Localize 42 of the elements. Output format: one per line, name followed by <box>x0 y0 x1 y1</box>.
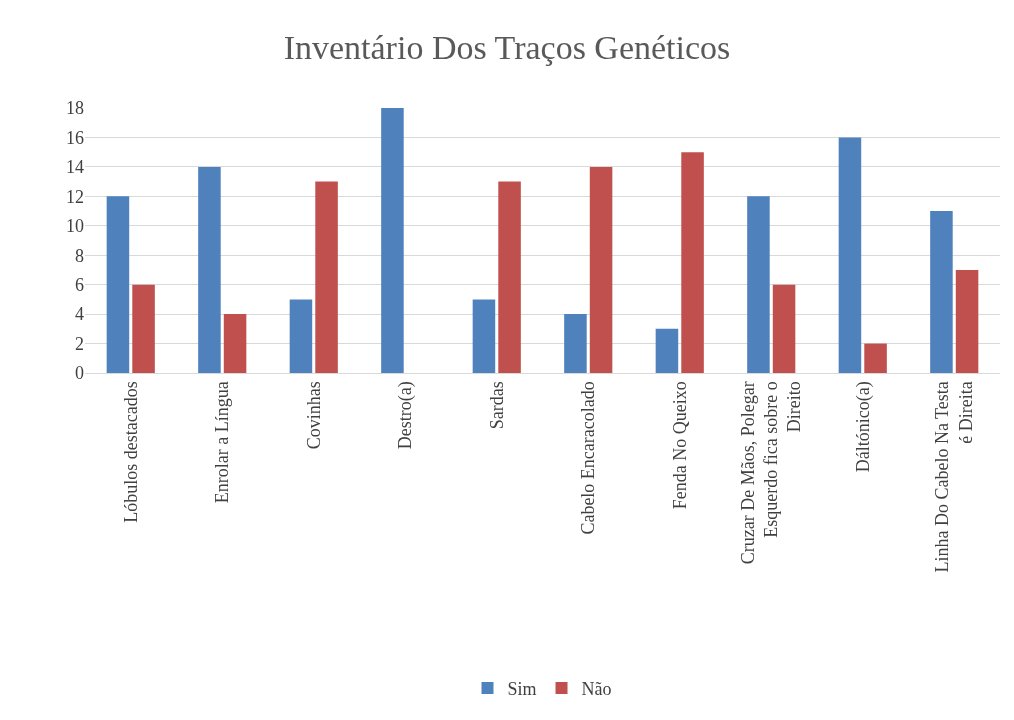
legend-label: Sim <box>507 679 537 700</box>
y-tick-label: 4 <box>75 304 84 325</box>
bar <box>681 152 704 373</box>
chart-title: Inventário Dos Traços Genéticos <box>283 28 731 66</box>
bar <box>106 196 130 373</box>
x-tick-label: Cabelo Encaracolado <box>578 381 599 535</box>
y-tick-label: 6 <box>75 274 84 295</box>
x-tick-label: Sardas <box>486 381 507 430</box>
bar <box>864 343 887 373</box>
bar <box>381 108 404 373</box>
x-tick-label: Cruzar De Mãos, Polegar Esquerdo fica sobre o Direito <box>737 381 805 565</box>
x-tick-label: Enrolar a Língua <box>212 381 233 504</box>
x-tick-label: Destro(a) <box>395 381 417 450</box>
bar <box>315 181 338 373</box>
y-tick-label: 12 <box>66 186 84 207</box>
bar <box>772 284 796 373</box>
bar <box>838 137 862 373</box>
bar <box>589 166 613 373</box>
bar <box>198 166 221 373</box>
x-tick-label: Linha Do Cabelo Na Testa é Direita <box>932 381 976 573</box>
bar <box>289 299 313 373</box>
x-tick-label: Dáltónico(a) <box>852 381 874 473</box>
y-tick-label: 18 <box>66 98 84 119</box>
bar <box>955 269 979 373</box>
y-tick-label: 10 <box>66 216 84 237</box>
y-tick-label: 8 <box>75 245 84 266</box>
bar <box>655 328 679 373</box>
bar <box>132 284 155 373</box>
x-tick-label: Lóbulos destacados <box>120 381 141 523</box>
y-tick-label: 2 <box>75 333 84 354</box>
bar <box>930 211 953 373</box>
y-tick-label: 14 <box>66 157 84 178</box>
bar <box>472 299 496 373</box>
y-tick-label: 16 <box>66 127 84 148</box>
legend-label: Não <box>581 679 612 700</box>
bar <box>223 314 247 373</box>
bar <box>564 314 587 373</box>
x-tick-label: Covinhas <box>303 381 324 450</box>
bar <box>498 181 521 373</box>
bar <box>747 196 770 373</box>
x-tick-label: Fenda No Queixo <box>669 381 690 510</box>
y-tick-label: 0 <box>75 363 84 384</box>
